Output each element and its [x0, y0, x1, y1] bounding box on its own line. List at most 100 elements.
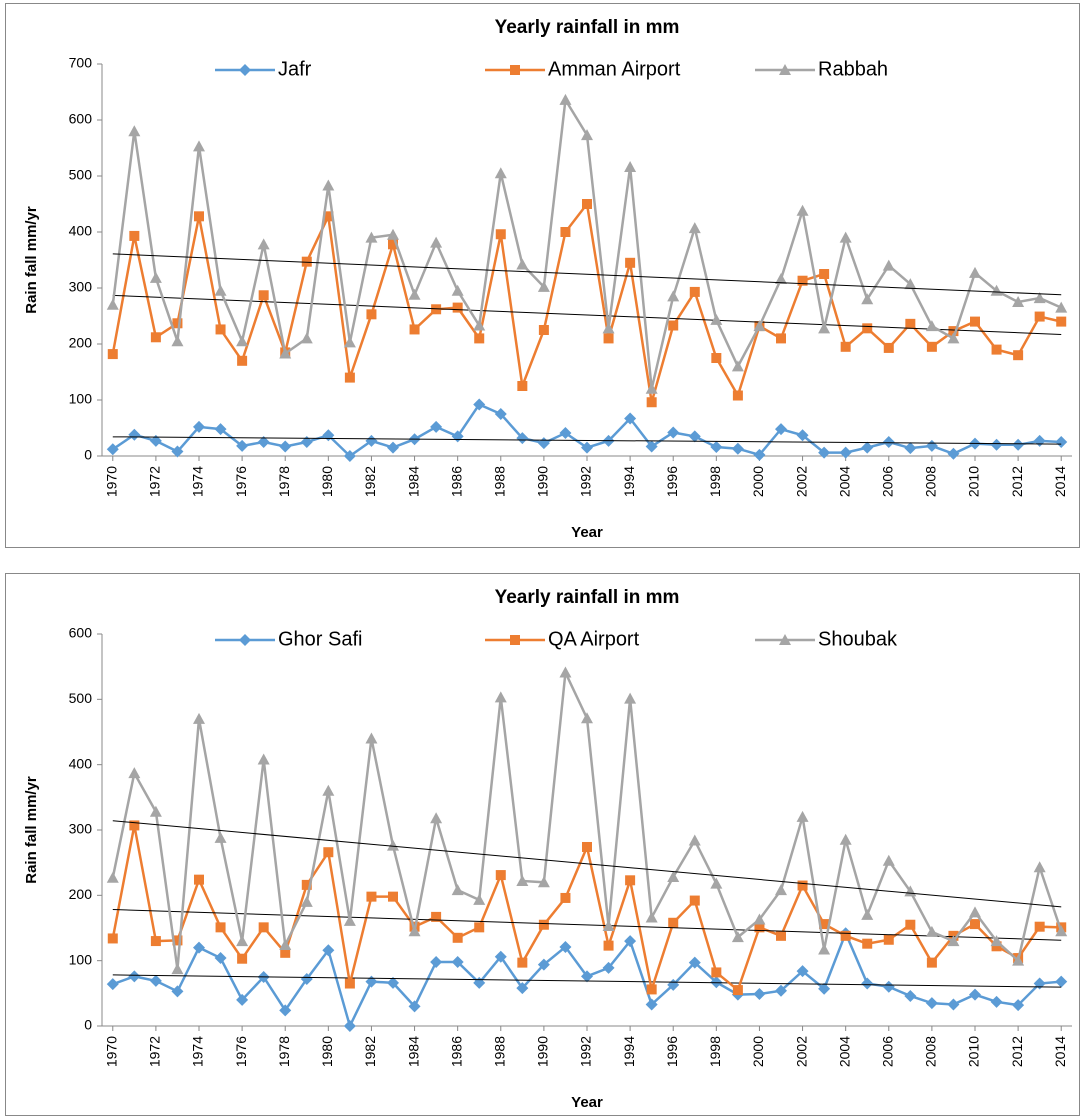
marker — [645, 998, 658, 1011]
marker — [624, 412, 637, 425]
marker — [688, 430, 701, 443]
x-tick-label: 1994 — [621, 1036, 637, 1067]
marker — [797, 275, 808, 286]
marker — [149, 805, 162, 817]
marker — [969, 266, 981, 278]
marker — [667, 290, 680, 302]
x-tick-label: 2008 — [923, 1036, 939, 1067]
chart-title: Yearly rainfall in mm — [495, 587, 680, 608]
y-tick-label: 700 — [69, 55, 93, 71]
marker — [947, 998, 960, 1011]
x-tick-label: 1992 — [578, 466, 594, 497]
marker — [257, 238, 270, 250]
x-tick-label: 1998 — [707, 466, 723, 497]
marker — [990, 284, 1003, 296]
marker — [624, 935, 637, 948]
marker — [239, 64, 251, 76]
marker — [1012, 954, 1025, 966]
marker — [970, 919, 980, 930]
x-tick-label: 2014 — [1052, 1036, 1068, 1067]
marker — [343, 914, 356, 926]
marker — [322, 179, 335, 191]
marker — [991, 344, 1002, 355]
marker — [344, 372, 355, 383]
marker — [237, 953, 248, 964]
marker — [753, 987, 766, 1000]
marker — [106, 443, 119, 456]
marker — [581, 441, 593, 454]
marker — [646, 397, 657, 408]
x-tick-label: 2012 — [1009, 1036, 1025, 1067]
marker — [537, 958, 550, 971]
legend-label: Ghor Safi — [278, 628, 362, 650]
marker — [107, 349, 118, 360]
x-tick-label: 1990 — [535, 466, 551, 497]
marker — [991, 941, 1002, 952]
marker — [172, 318, 183, 329]
x-tick-label: 1974 — [190, 466, 206, 497]
marker — [1055, 975, 1068, 988]
legend-label: Rabbah — [818, 58, 888, 80]
x-tick-label: 1992 — [578, 1036, 594, 1067]
marker — [646, 984, 657, 995]
marker — [430, 955, 443, 968]
marker — [602, 322, 615, 334]
y-tick-label: 200 — [69, 886, 93, 902]
marker — [775, 884, 787, 896]
marker — [452, 932, 463, 943]
marker — [559, 666, 572, 678]
marker — [731, 931, 744, 943]
marker — [128, 970, 141, 983]
marker — [366, 891, 377, 902]
marker — [861, 293, 874, 305]
marker — [495, 870, 506, 881]
marker — [474, 333, 485, 344]
x-tick-label: 2006 — [879, 1036, 895, 1067]
marker — [149, 271, 162, 283]
marker — [510, 635, 520, 645]
marker — [969, 906, 981, 918]
marker — [516, 432, 529, 445]
marker — [451, 884, 464, 896]
marker — [925, 997, 938, 1010]
x-tick-label: 1986 — [448, 1036, 464, 1067]
marker — [343, 336, 356, 348]
marker — [510, 65, 520, 75]
marker — [214, 284, 227, 296]
marker — [753, 913, 766, 925]
marker — [560, 892, 571, 903]
marker — [408, 1000, 421, 1013]
marker — [365, 231, 378, 243]
y-tick-label: 300 — [69, 821, 93, 837]
marker — [1033, 292, 1046, 304]
marker — [689, 895, 700, 906]
marker — [129, 820, 140, 831]
marker — [969, 988, 981, 1001]
x-tick-label: 1984 — [405, 1036, 421, 1067]
marker — [214, 831, 227, 843]
x-tick-label: 2002 — [793, 466, 809, 497]
marker — [559, 93, 572, 105]
marker — [387, 228, 399, 240]
x-tick-label: 1980 — [319, 1036, 335, 1067]
marker — [106, 298, 119, 310]
marker — [990, 935, 1003, 947]
legend-label: Shoubak — [818, 628, 898, 650]
x-tick-label: 2004 — [836, 1036, 852, 1067]
marker — [280, 947, 291, 958]
marker — [882, 259, 895, 271]
marker — [731, 360, 744, 372]
marker — [257, 753, 270, 765]
x-tick-label: 1982 — [362, 466, 378, 497]
marker — [301, 879, 312, 890]
marker — [796, 810, 809, 822]
y-tick-label: 300 — [69, 279, 93, 295]
marker — [1033, 861, 1046, 873]
marker — [904, 442, 917, 455]
marker — [300, 895, 313, 907]
trend-line — [112, 820, 1062, 908]
marker — [236, 335, 249, 347]
marker — [948, 326, 959, 337]
x-tick-label: 1974 — [190, 1036, 206, 1067]
